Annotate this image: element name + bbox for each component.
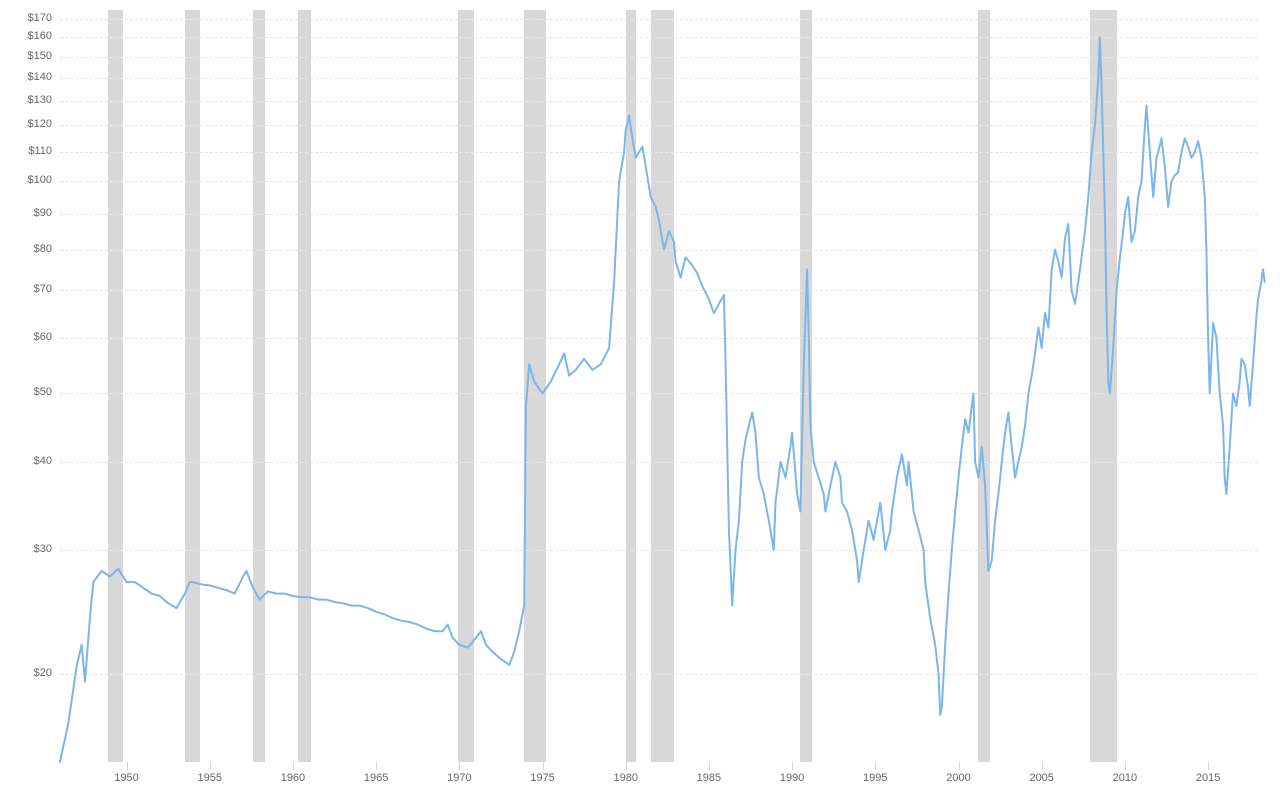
y-axis-label: $140 xyxy=(6,71,52,83)
x-tick xyxy=(875,762,876,770)
price-line xyxy=(60,10,1258,762)
y-axis-label: $170 xyxy=(6,12,52,24)
y-axis-label: $30 xyxy=(6,543,52,555)
x-tick xyxy=(293,762,294,770)
x-axis-label: 1965 xyxy=(364,772,388,784)
x-tick xyxy=(376,762,377,770)
x-axis-label: 2000 xyxy=(946,772,970,784)
plot-area[interactable] xyxy=(60,10,1258,762)
y-axis-label: $70 xyxy=(6,283,52,295)
x-tick xyxy=(459,762,460,770)
x-tick xyxy=(1125,762,1126,770)
x-tick xyxy=(959,762,960,770)
x-tick xyxy=(1208,762,1209,770)
y-axis-label: $90 xyxy=(6,207,52,219)
x-axis-label: 2005 xyxy=(1029,772,1053,784)
y-axis-label: $150 xyxy=(6,50,52,62)
y-axis-label: $50 xyxy=(6,386,52,398)
y-axis-label: $80 xyxy=(6,243,52,255)
x-axis-label: 1960 xyxy=(281,772,305,784)
x-axis-label: 1985 xyxy=(697,772,721,784)
y-axis-label: $100 xyxy=(6,174,52,186)
x-tick xyxy=(792,762,793,770)
x-tick xyxy=(127,762,128,770)
x-axis-label: 2010 xyxy=(1113,772,1137,784)
x-axis-label: 1955 xyxy=(198,772,222,784)
x-axis-label: 1970 xyxy=(447,772,471,784)
x-axis-label: 1980 xyxy=(613,772,637,784)
y-axis-label: $130 xyxy=(6,94,52,106)
price-chart: $20 $30 $40 $50 $60 $70 $80 $90 $100 $110 $120 $130… xyxy=(0,0,1280,790)
x-axis-label: 1995 xyxy=(863,772,887,784)
y-axis-label: $110 xyxy=(6,145,52,157)
y-axis-label: $40 xyxy=(6,455,52,467)
x-tick xyxy=(543,762,544,770)
x-tick xyxy=(709,762,710,770)
y-axis-label: $120 xyxy=(6,118,52,130)
y-axis-label: $60 xyxy=(6,331,52,343)
y-axis-label: $160 xyxy=(6,30,52,42)
x-tick xyxy=(1042,762,1043,770)
x-axis-label: 1975 xyxy=(530,772,554,784)
x-tick xyxy=(210,762,211,770)
x-tick xyxy=(626,762,627,770)
x-axis-label: 2015 xyxy=(1196,772,1220,784)
x-axis-label: 1950 xyxy=(114,772,138,784)
y-axis-label: $20 xyxy=(6,667,52,679)
x-axis-label: 1990 xyxy=(780,772,804,784)
